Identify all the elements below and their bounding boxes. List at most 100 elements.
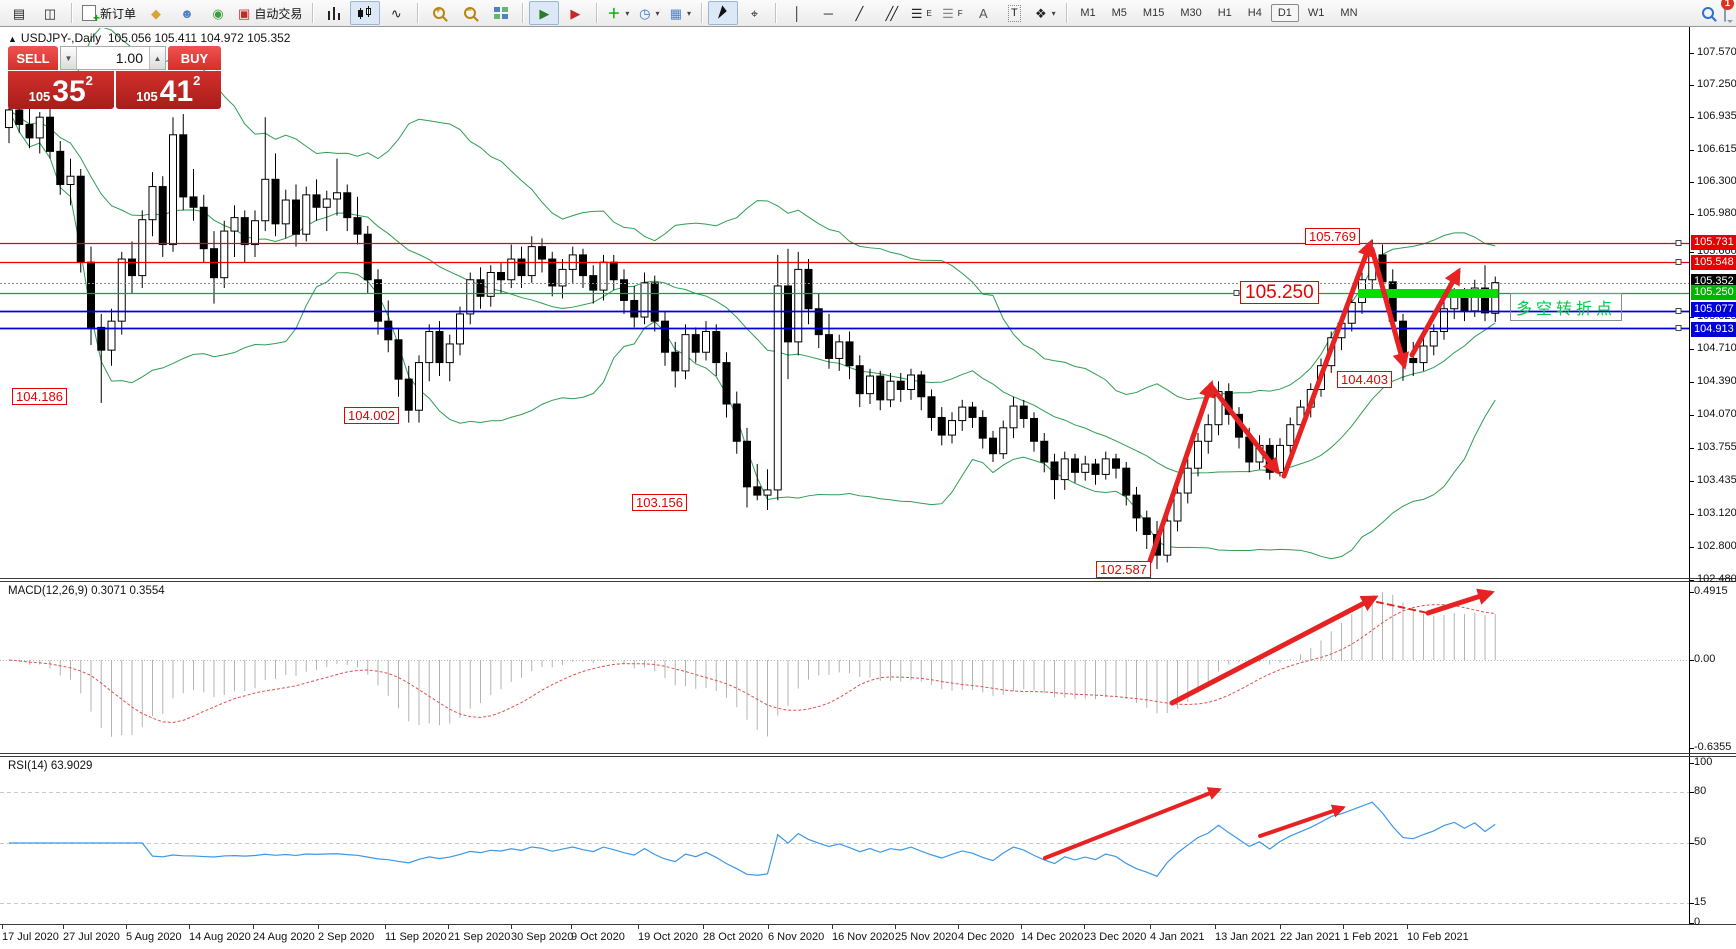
- fibo-e-label: E: [926, 8, 932, 18]
- timeframe-h1[interactable]: H1: [1217, 7, 1232, 19]
- collapse-triangle-icon[interactable]: ▲: [8, 34, 17, 44]
- text-label-tool[interactable]: T: [999, 1, 1029, 25]
- annotation-arrow[interactable]: [1281, 239, 1374, 479]
- timeframe-m5[interactable]: M5: [1111, 7, 1127, 19]
- zoom-out-button[interactable]: −: [455, 1, 485, 25]
- candle: [138, 219, 147, 277]
- data-window-button[interactable]: ◫: [35, 1, 65, 25]
- notifications-button[interactable]: 1: [1721, 0, 1734, 22]
- candle: [722, 362, 731, 405]
- price-annotation-label[interactable]: 105.250: [1240, 281, 1319, 304]
- annotation-arrow[interactable]: [1043, 787, 1222, 860]
- candle: [46, 116, 54, 152]
- annotation-arrow[interactable]: [1147, 380, 1216, 564]
- annotation-arrow[interactable]: [1258, 804, 1346, 838]
- candle: [989, 437, 997, 455]
- volume-increase-button[interactable]: ▲: [149, 47, 165, 69]
- line-handle[interactable]: [1675, 308, 1682, 314]
- price-annotation-label[interactable]: 102.587: [1096, 561, 1151, 578]
- fibonacci-tool[interactable]: ☰ E: [906, 1, 936, 25]
- zoom-in-icon: +: [433, 5, 446, 19]
- line-handle[interactable]: [1233, 290, 1240, 296]
- line-chart-button[interactable]: ∿: [381, 1, 411, 25]
- turning-point-note[interactable]: 多空转折点: [1510, 293, 1623, 321]
- candle: [1440, 308, 1448, 333]
- volume-input[interactable]: 1.00: [77, 47, 149, 69]
- chart-shift-button[interactable]: ▶: [560, 1, 590, 25]
- cursor-tool-button[interactable]: [708, 1, 739, 25]
- timeframe-w1[interactable]: W1: [1307, 7, 1325, 19]
- metaeditor-button[interactable]: ☻: [172, 1, 202, 25]
- auto-scroll-button[interactable]: ▶: [529, 1, 560, 25]
- indicators-button[interactable]: ＋ ▾: [603, 1, 633, 25]
- search-icon[interactable]: [1702, 7, 1714, 19]
- candlestick-chart-button[interactable]: [350, 1, 381, 25]
- annotation-arrow[interactable]: [1376, 601, 1429, 614]
- market-watch-button[interactable]: ▤: [4, 1, 34, 25]
- macd-layer: [0, 592, 1689, 737]
- price-axis-badge: 105.250: [1691, 285, 1736, 300]
- tile-windows-button[interactable]: [486, 1, 516, 25]
- line-handle[interactable]: [1675, 240, 1682, 246]
- price-annotation-label[interactable]: 104.186: [12, 388, 67, 405]
- candle: [630, 299, 639, 318]
- price-annotation-label[interactable]: 104.002: [344, 407, 399, 424]
- channel-tool[interactable]: ╱╱: [875, 1, 905, 25]
- signals-button[interactable]: ◉: [203, 1, 233, 25]
- candle: [1040, 440, 1049, 463]
- autotrading-button[interactable]: ▣ 自动交易: [234, 1, 306, 25]
- timeframe-mn[interactable]: MN: [1340, 7, 1358, 19]
- templates-button[interactable]: ▦ ▾: [665, 1, 695, 25]
- buy-button[interactable]: BUY: [168, 46, 221, 70]
- price-annotation-label[interactable]: 104.403: [1337, 371, 1392, 388]
- new-order-button[interactable]: 新订单: [78, 1, 140, 25]
- timeframe-bar: M1 M5 M15 M30 H1 H4 D1 W1 MN: [1073, 4, 1364, 22]
- candle: [445, 343, 454, 364]
- candle: [1194, 440, 1202, 469]
- annotation-arrow[interactable]: [1409, 267, 1461, 358]
- buy-price-button[interactable]: 105 41 2: [115, 71, 221, 109]
- annotation-arrow[interactable]: [1209, 384, 1281, 476]
- sell-price-button[interactable]: 105 35 2: [8, 71, 114, 109]
- annotation-arrow[interactable]: [1369, 246, 1410, 370]
- sell-price-pip: 2: [85, 73, 93, 88]
- timeframe-h4[interactable]: H4: [1247, 7, 1262, 19]
- price-axis-label: 103.120: [1697, 507, 1736, 519]
- highlighter-button[interactable]: ◆: [141, 1, 171, 25]
- periods-button[interactable]: ◷ ▾: [634, 1, 664, 25]
- trendline-tool[interactable]: ╱: [844, 1, 874, 25]
- annotation-arrow[interactable]: [1425, 588, 1495, 616]
- candle: [712, 331, 721, 364]
- candle: [1183, 467, 1192, 494]
- candle: [1142, 517, 1151, 535]
- annotation-arrow[interactable]: [1169, 595, 1379, 706]
- zoom-in-button[interactable]: +: [424, 1, 454, 25]
- line-handle[interactable]: [1675, 325, 1682, 331]
- sell-button[interactable]: SELL: [8, 46, 58, 70]
- price-annotation-label[interactable]: 105.769: [1305, 228, 1360, 245]
- timeframe-m15[interactable]: M15: [1142, 7, 1165, 19]
- text-tool[interactable]: A: [968, 1, 998, 25]
- price-axis-label: 107.250: [1697, 78, 1736, 90]
- candle: [702, 331, 710, 353]
- rsi-axis-label: 15: [1694, 896, 1707, 908]
- arrows-tool[interactable]: ❖ ▾: [1030, 1, 1060, 25]
- support-zone-bar[interactable]: [1358, 289, 1498, 298]
- line-handle[interactable]: [1675, 259, 1682, 265]
- horizontal-line-tool[interactable]: ─: [813, 1, 843, 25]
- fibonacci-fan-tool[interactable]: ☰ F: [937, 1, 967, 25]
- price-annotation-label[interactable]: 103.156: [632, 494, 687, 511]
- timeframe-m30[interactable]: M30: [1180, 7, 1202, 19]
- candle: [1101, 458, 1110, 475]
- timeframe-m1[interactable]: M1: [1080, 7, 1096, 19]
- vertical-line-icon: │: [793, 5, 802, 21]
- volume-decrease-button[interactable]: ▼: [61, 47, 77, 69]
- bar-chart-button[interactable]: [319, 1, 349, 25]
- vertical-line-tool[interactable]: │: [782, 1, 812, 25]
- crosshair-tool-button[interactable]: ⌖: [739, 1, 769, 25]
- timeframe-d1[interactable]: D1: [1270, 4, 1299, 22]
- candle: [189, 196, 198, 208]
- candle: [230, 217, 239, 232]
